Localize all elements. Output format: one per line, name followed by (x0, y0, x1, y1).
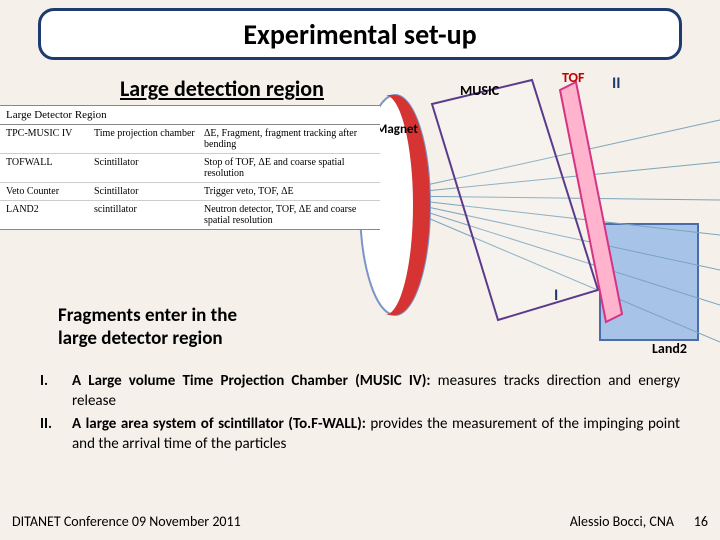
tof-label: TOF (562, 69, 584, 86)
fragments-line2: large detector region (58, 328, 237, 351)
bullet-item: I. A Large volume Time Projection Chambe… (40, 372, 680, 411)
roman-i-label: I (554, 286, 558, 305)
fragments-text: Fragments enter in the large detector re… (58, 305, 237, 351)
table-cell: Time projection chamber (94, 128, 204, 150)
table-cell: TOFWALL (6, 157, 94, 179)
table-cell: LAND2 (6, 204, 94, 226)
table-row: Veto Counter Scintillator Trigger veto, … (0, 183, 380, 201)
detector-table: Large Detector Region TPC-MUSIC IV Time … (0, 105, 380, 230)
table-cell: TPC-MUSIC IV (6, 128, 94, 150)
bullet-bold: A large area system of scintillator (To.… (72, 415, 366, 433)
bullet-item: II. A large area system of scintillator … (40, 415, 680, 454)
title-box: Experimental set-up (38, 8, 682, 60)
roman-ii-label: II (612, 74, 621, 93)
bullet-num: I. (40, 372, 72, 411)
table-cell: scintillator (94, 204, 204, 226)
table-row: TPC-MUSIC IV Time projection chamber ΔE,… (0, 125, 380, 154)
table-caption: Large Detector Region (0, 106, 380, 125)
table-row: LAND2 scintillator Neutron detector, TOF… (0, 201, 380, 229)
table-cell: Trigger veto, TOF, ΔE (204, 186, 374, 197)
bullet-list: I. A Large volume Time Projection Chambe… (40, 372, 680, 458)
table-row: TOFWALL Scintillator Stop of TOF, ΔE and… (0, 154, 380, 183)
land2-label: Land2 (652, 340, 687, 357)
table-cell: Neutron detector, TOF, ΔE and coarse spa… (204, 204, 374, 226)
table-cell: Veto Counter (6, 186, 94, 197)
bullet-body: A Large volume Time Projection Chamber (… (72, 372, 680, 411)
page-title: Experimental set-up (243, 17, 476, 52)
footer-author: Alessio Bocci, CNA (570, 513, 674, 530)
table-cell: ΔE, Fragment, fragment tracking after be… (204, 128, 374, 150)
fragments-line1: Fragments enter in the (58, 305, 237, 328)
table-cell: Scintillator (94, 186, 204, 197)
table-cell: Scintillator (94, 157, 204, 179)
bullet-body: A large area system of scintillator (To.… (72, 415, 680, 454)
music-label: MUSIC (460, 82, 499, 99)
magnet-label: Magnet (376, 122, 418, 137)
bullet-bold: A Large volume Time Projection Chamber (… (72, 372, 431, 390)
table-cell: Stop of TOF, ΔE and coarse spatial resol… (204, 157, 374, 179)
bullet-num: II. (40, 415, 72, 454)
page-number: 16 (694, 513, 708, 530)
footer-conference: DITANET Conference 09 November 2011 (12, 513, 241, 530)
